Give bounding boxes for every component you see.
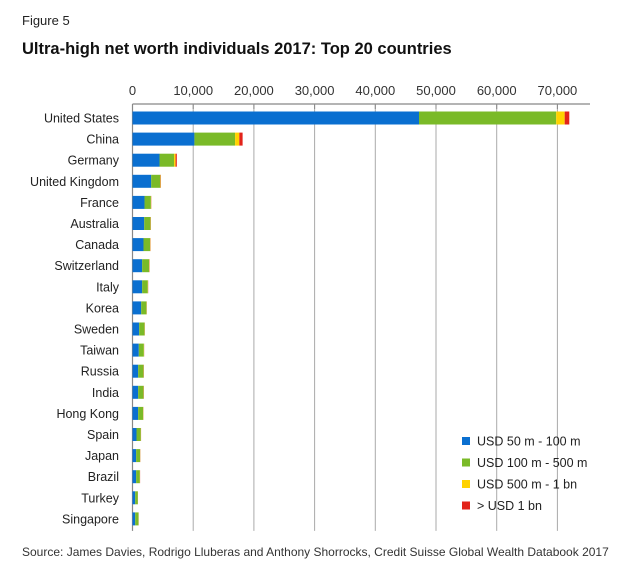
bar-segment: [132, 470, 137, 484]
category-label: United States: [44, 112, 119, 126]
category-label: Brazil: [88, 470, 119, 484]
legend-swatch: [462, 458, 470, 467]
legend-swatch: [462, 437, 470, 445]
x-tick-label: 40,000: [355, 83, 395, 98]
bar-segment: [132, 301, 142, 315]
x-tick-label: 50,000: [416, 83, 456, 98]
bar-segment: [564, 111, 570, 125]
bar-segment: [159, 153, 175, 167]
category-label: Sweden: [74, 323, 119, 337]
category-label: France: [80, 196, 119, 210]
category-label: Korea: [86, 301, 119, 315]
category-label: Taiwan: [80, 344, 119, 358]
bar-segment: [132, 195, 145, 209]
bar-segment: [132, 428, 137, 441]
bar-segment: [151, 174, 161, 188]
category-label: Italy: [96, 280, 120, 294]
bar-segment: [132, 280, 143, 294]
x-tick-label: 30,000: [295, 83, 335, 98]
category-label: Turkey: [81, 491, 119, 505]
bar-segment: [132, 385, 139, 399]
x-tick-label: 20,000: [234, 83, 274, 98]
bar-segment: [138, 385, 144, 399]
legend-swatch: [462, 501, 470, 510]
bar-segment: [235, 132, 240, 146]
bar-segment: [194, 132, 236, 146]
bar-segment: [132, 512, 136, 526]
bar-segment: [132, 238, 144, 252]
category-label: Germany: [68, 154, 120, 168]
category-label: India: [92, 386, 119, 400]
category-label: Canada: [75, 238, 119, 252]
bar-segment: [142, 280, 148, 294]
bar-segment: [132, 406, 139, 420]
x-tick-label: 70,000: [538, 83, 578, 98]
bar-segment: [144, 195, 151, 209]
category-label: Spain: [87, 428, 119, 442]
bar-segment: [132, 343, 139, 357]
bar-segment: [136, 470, 140, 484]
bar-segment: [132, 259, 143, 273]
legend-label: USD 50 m - 100 m: [477, 435, 581, 449]
bar-segment: [141, 301, 147, 315]
bar-segment: [139, 322, 145, 336]
bar-segment: [132, 449, 137, 463]
category-label: United Kingdom: [30, 175, 119, 189]
legend-label: > USD 1 bn: [477, 499, 542, 513]
category-label: Japan: [85, 449, 119, 463]
category-label: Australia: [70, 217, 119, 231]
bar-segment: [138, 343, 144, 357]
category-label: Singapore: [62, 512, 119, 526]
bar-segment: [132, 132, 195, 146]
bar-segment: [132, 364, 139, 378]
bar-segment: [132, 322, 140, 336]
bar-segment: [239, 132, 243, 146]
category-label: Hong Kong: [56, 407, 119, 421]
bar-segment: [142, 259, 150, 273]
bar-segment: [132, 153, 160, 167]
category-label: China: [86, 133, 119, 147]
bar-segment: [135, 512, 139, 526]
bar-segment: [143, 238, 151, 252]
figure-label: Figure 5: [22, 13, 70, 28]
bar-segment: [136, 449, 141, 463]
bar-segment: [136, 428, 141, 441]
x-tick-label: 0: [129, 83, 136, 98]
bar-segment: [138, 406, 144, 420]
bar-segment: [132, 111, 420, 125]
chart-title: Ultra-high net worth individuals 2017: T…: [22, 40, 452, 58]
bar-segment: [132, 174, 152, 188]
bar-segment: [138, 364, 144, 378]
legend-swatch: [462, 480, 470, 488]
bar-segment: [135, 491, 138, 505]
bar-segment: [144, 217, 151, 230]
bar-segment: [132, 491, 136, 505]
bar-segment: [174, 153, 176, 167]
source-note: Source: James Davies, Rodrigo Lluberas a…: [22, 545, 609, 559]
legend-label: USD 500 m - 1 bn: [477, 478, 577, 492]
legend-label: USD 100 m - 500 m: [477, 456, 587, 470]
bar-segment: [419, 111, 557, 125]
bar-segment: [175, 153, 177, 167]
category-label: Russia: [81, 365, 119, 379]
x-tick-label: 60,000: [477, 83, 517, 98]
bar-segment: [132, 217, 145, 230]
bar-segment: [556, 111, 565, 125]
category-label: Switzerland: [54, 259, 119, 273]
x-tick-label: 10,000: [173, 83, 213, 98]
